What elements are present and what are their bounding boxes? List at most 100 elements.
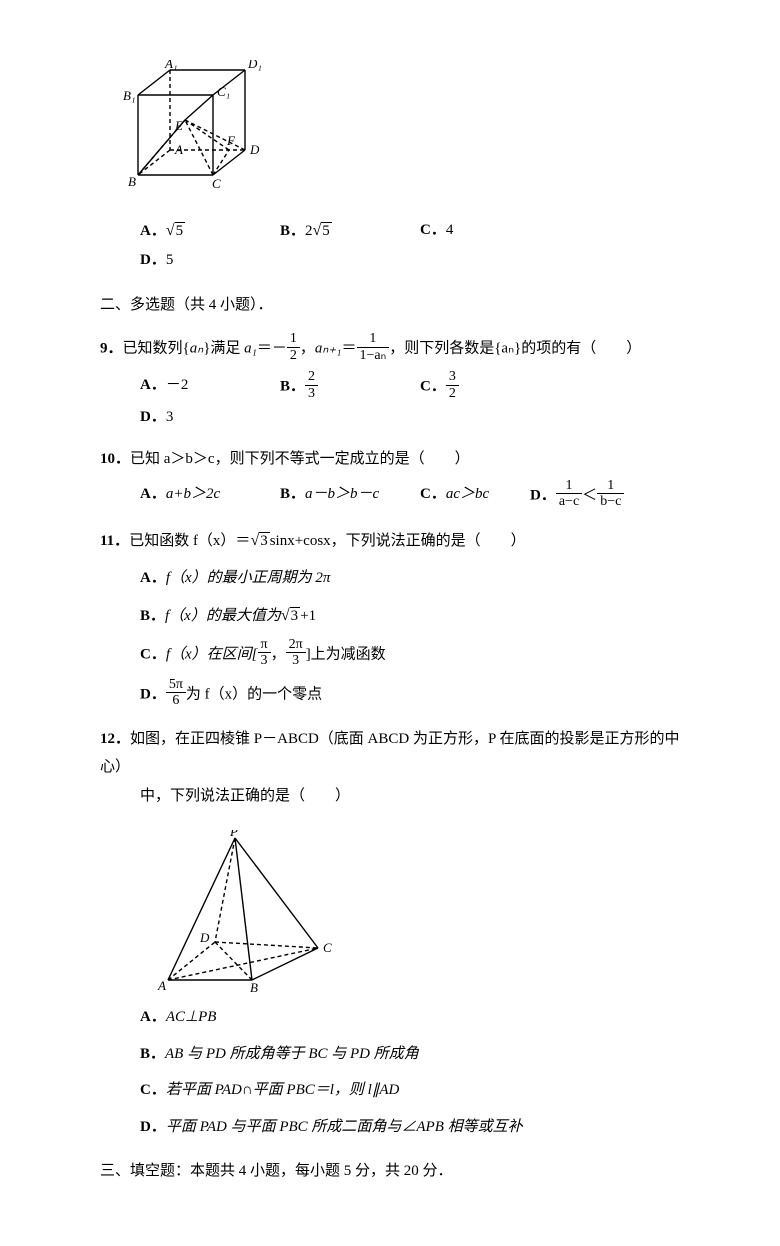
- q12-d: 平面 PAD 与平面 PBC 所成二面角与∠APB 相等或互补: [166, 1119, 523, 1135]
- q9-cn: 3: [446, 369, 459, 385]
- q9-c1: ，: [300, 341, 315, 357]
- svg-text:B₁: B₁: [123, 88, 135, 103]
- svg-text:B: B: [250, 980, 258, 995]
- q9-opt-c: C．32: [420, 371, 560, 403]
- q10-d2d: b−c: [597, 494, 624, 509]
- cube-svg: A₁D₁B₁C₁ADBCEF: [120, 60, 270, 210]
- cube-figure: A₁D₁B₁C₁ADBCEF: [120, 60, 690, 210]
- q10-opt-b: B．a－b＞b－c: [280, 480, 420, 512]
- q8-d-text: 5: [166, 252, 174, 268]
- svg-text:C: C: [323, 940, 332, 955]
- q8-opt-a: A．5: [140, 216, 280, 246]
- q11-pre: 已知函数 f（x）＝: [129, 533, 250, 549]
- q9-bd: 3: [305, 386, 318, 401]
- q11-opt-d: D．5π6为 f（x）的一个零点: [140, 679, 690, 711]
- q11-dp: 为 f（x）的一个零点: [186, 686, 322, 702]
- q9-eq2: ＝: [342, 341, 357, 357]
- q9-cd: 2: [446, 386, 459, 401]
- q12-opt-b: B．AB 与 PD 所成角等于 BC 与 PD 所成角: [140, 1040, 690, 1069]
- svg-text:B: B: [128, 174, 136, 189]
- q11-bpost: +1: [300, 608, 316, 624]
- svg-text:D₁: D₁: [247, 60, 262, 71]
- q9-bn: 2: [305, 369, 318, 385]
- q11-bp: f（x）的最大值为: [165, 608, 281, 624]
- q9-a: －2: [166, 377, 189, 393]
- q12-b: AB 与 PD 所成角等于 BC 与 PD 所成角: [165, 1046, 419, 1062]
- q10: 10．已知 a＞b＞c，则下列不等式一定成立的是（ ）: [100, 445, 690, 474]
- q9-an: aₙ: [190, 341, 203, 357]
- q11-dn: 5π: [166, 677, 186, 693]
- q11-opt-a: A．f（x）的最小正周期为 2π: [140, 564, 690, 593]
- svg-text:A: A: [174, 142, 183, 157]
- q10-opt-c: C．ac＞bc: [420, 480, 530, 512]
- q11-a: f（x）的最小正周期为 2π: [166, 570, 331, 586]
- q11-cm: ，: [271, 646, 286, 662]
- svg-text:D: D: [199, 930, 210, 945]
- q8-opt-b: B．25: [280, 216, 420, 246]
- q12-line2: 中，下列说法正确的是（ ）: [140, 782, 690, 811]
- q9-mid1: }满足: [203, 341, 244, 357]
- svg-text:D: D: [249, 142, 260, 157]
- q11-dd: 6: [166, 693, 186, 708]
- q12: 12．如图，在正四棱锥 P－ABCD（底面 ABCD 为正方形，P 在底面的投影…: [100, 725, 690, 782]
- q12-opt-d: D．平面 PAD 与平面 PBC 所成二面角与∠APB 相等或互补: [140, 1113, 690, 1142]
- svg-text:C: C: [212, 176, 221, 191]
- q9-num: 9．: [100, 341, 123, 357]
- q9-f2d: 1−aₙ: [357, 348, 390, 363]
- q9: 9．已知数列{aₙ}满足 a₁＝－12，aₙ₊₁＝11−aₙ，则下列各数是{aₙ…: [100, 333, 690, 365]
- q12-c: 若平面 PAD∩平面 PBC＝l，则 l∥AD: [166, 1082, 399, 1098]
- q10-a: a+b＞2c: [166, 486, 220, 502]
- q9-opt-b: B．23: [280, 371, 420, 403]
- section-3-heading: 三、填空题：本题共 4 小题，每小题 5 分，共 20 分．: [100, 1157, 690, 1186]
- q9-pre: 已知数列{: [123, 341, 190, 357]
- q11-options: A．f（x）的最小正周期为 2π B．f（x）的最大值为3+1 C．f（x）在区…: [100, 564, 690, 710]
- q8-opt-d: D．5: [140, 246, 280, 275]
- q9-f1n: 1: [287, 331, 300, 347]
- q11-opt-c: C．f（x）在区间[π3，2π3]上为减函数: [140, 639, 690, 671]
- q11-opt-b: B．f（x）的最大值为3+1: [140, 601, 690, 631]
- svg-text:C₁: C₁: [217, 84, 230, 99]
- q12-a: AC⊥PB: [166, 1009, 217, 1025]
- q11-c1d: 3: [258, 653, 271, 668]
- q12-options: A．AC⊥PB B．AB 与 PD 所成角等于 BC 与 PD 所成角 C．若平…: [100, 1003, 690, 1141]
- q10-opt-a: A．a+b＞2c: [140, 480, 280, 512]
- q8-c-text: 4: [446, 222, 454, 238]
- svg-text:A₁: A₁: [164, 60, 177, 71]
- q12-opt-c: C．若平面 PAD∩平面 PBC＝l，则 l∥AD: [140, 1076, 690, 1105]
- pyramid-svg: P A B C D: [150, 830, 340, 995]
- q9-eq1: ＝－: [257, 341, 287, 357]
- q9-f1d: 2: [287, 348, 300, 363]
- q11-cp: f（x）在区间[: [166, 646, 258, 662]
- q10-d1n: 1: [556, 478, 582, 494]
- q10-num: 10．: [100, 451, 130, 467]
- q11: 11．已知函数 f（x）＝ 3sinx+cosx，下列说法正确的是（ ）: [100, 526, 690, 556]
- q12-num: 12．: [100, 731, 130, 747]
- q9-d: 3: [166, 409, 174, 425]
- q11-sqrt: 3: [259, 532, 270, 549]
- q9-an1: aₙ₊₁: [315, 341, 342, 357]
- q9-opt-d: D．3: [140, 403, 280, 432]
- svg-text:P: P: [229, 830, 238, 839]
- q11-bs: 3: [290, 607, 301, 624]
- q12-t1: 如图，在正四棱锥 P－ABCD（底面 ABCD 为正方形，P 在底面的投影是正方…: [100, 731, 680, 776]
- q11-c2n: 2π: [286, 637, 306, 653]
- q9-opt-a: A．－2: [140, 371, 280, 403]
- q11-c1n: π: [258, 637, 271, 653]
- q9-post: ，则下列各数是{aₙ}的项的有（ ）: [389, 341, 641, 357]
- q9-options: A．－2 B．23 C．32 D．3: [140, 371, 690, 431]
- q11-num: 11．: [100, 533, 129, 549]
- pyramid-figure: P A B C D: [150, 830, 690, 995]
- q8-options: A．5 B．25 C．4 D．5: [140, 216, 690, 275]
- q11-post: sinx+cosx，下列说法正确的是（ ）: [270, 533, 526, 549]
- q10-options: A．a+b＞2c B．a－b＞b－c C．ac＞bc D．1a−c＜1b−c: [140, 480, 690, 512]
- q10-text: 已知 a＞b＞c，则下列不等式一定成立的是（ ）: [130, 451, 470, 467]
- q10-c: ac＞bc: [446, 486, 489, 502]
- q12-opt-a: A．AC⊥PB: [140, 1003, 690, 1032]
- q10-d2n: 1: [597, 478, 624, 494]
- q10-opt-d: D．1a−c＜1b−c: [530, 480, 670, 512]
- section-2-heading: 二、多选题（共 4 小题）．: [100, 291, 690, 320]
- svg-text:A: A: [157, 978, 166, 993]
- q8-opt-c: C．4: [420, 216, 560, 246]
- svg-text:E: E: [174, 118, 183, 133]
- q10-b: a－b＞b－c: [305, 486, 379, 502]
